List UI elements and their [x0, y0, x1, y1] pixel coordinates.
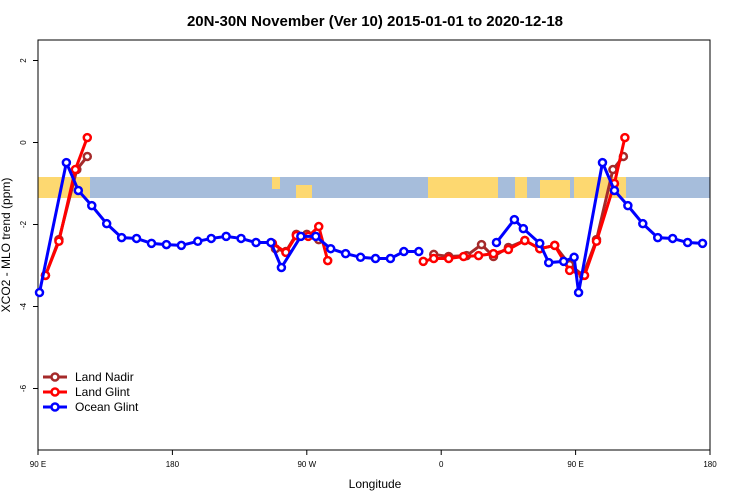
data-point	[131, 233, 142, 244]
x-tick-label: 0	[439, 460, 444, 469]
data-point	[340, 248, 351, 259]
legend-marker	[50, 372, 60, 382]
data-point	[591, 236, 602, 247]
data-point	[558, 256, 569, 267]
data-point	[370, 253, 381, 264]
data-point	[313, 221, 324, 232]
data-point	[543, 257, 554, 268]
data-point	[322, 255, 333, 266]
data-point	[101, 218, 112, 229]
data-point	[518, 223, 529, 234]
data-point	[638, 218, 648, 229]
data-point	[236, 233, 246, 244]
data-point	[325, 243, 336, 254]
data-point	[418, 256, 429, 267]
data-point	[503, 244, 514, 255]
data-point	[34, 287, 45, 298]
data-point	[569, 252, 579, 263]
data-point	[251, 237, 261, 248]
data-point	[488, 248, 499, 259]
data-point	[520, 235, 530, 246]
data-point	[535, 238, 545, 249]
data-point	[623, 200, 633, 211]
legend-marker	[50, 387, 60, 397]
data-point	[82, 151, 93, 162]
data-point	[193, 236, 203, 247]
data-point	[549, 240, 560, 251]
chart-title: 20N-30N November (Ver 10) 2015-01-01 to …	[187, 13, 563, 30]
legend-label: Land Nadir	[75, 370, 134, 384]
land-patch	[515, 177, 527, 198]
y-tick-label: -6	[19, 384, 28, 392]
data-point	[206, 233, 216, 244]
data-point	[476, 239, 487, 250]
land-patch	[428, 177, 498, 198]
data-point	[311, 231, 321, 242]
x-axis-label: Longitude	[349, 477, 402, 491]
x-tick-label: 180	[166, 460, 180, 469]
data-point	[70, 164, 81, 175]
data-point	[221, 231, 231, 242]
data-point	[428, 253, 439, 264]
legend-label: Ocean Glint	[75, 400, 139, 414]
data-point	[667, 233, 678, 244]
data-point	[87, 200, 97, 211]
data-point	[597, 157, 608, 168]
data-point	[385, 253, 396, 264]
land-patch	[272, 177, 280, 189]
data-point	[491, 237, 502, 248]
data-point	[161, 239, 172, 250]
legend-label: Land Glint	[75, 385, 130, 399]
land-patch	[296, 185, 312, 198]
y-tick-label: -2	[19, 220, 28, 228]
land-patch	[540, 180, 570, 198]
x-tick-label: 90 E	[567, 460, 583, 469]
data-point	[73, 185, 84, 196]
data-point	[61, 157, 72, 168]
data-point	[509, 214, 520, 225]
data-point	[473, 250, 484, 261]
data-point	[458, 251, 469, 262]
data-point	[573, 287, 584, 298]
x-tick-label: 90 E	[30, 460, 46, 469]
data-point	[355, 252, 366, 263]
data-point	[620, 132, 630, 143]
data-point	[443, 253, 454, 264]
y-tick-label: 0	[19, 140, 28, 145]
data-point	[399, 246, 409, 257]
y-tick-label: 2	[19, 58, 28, 63]
data-point	[652, 232, 663, 243]
data-point	[276, 262, 287, 273]
y-axis-label: XCO2 - MLO trend (ppm)	[0, 178, 13, 313]
data-point	[82, 132, 93, 143]
data-point	[697, 238, 708, 249]
data-point	[609, 185, 620, 196]
legend-marker	[50, 402, 60, 412]
data-point	[564, 265, 575, 276]
data-point	[146, 238, 157, 249]
data-point	[296, 231, 306, 242]
data-point	[266, 237, 276, 248]
y-tick-label: -4	[19, 302, 28, 310]
data-point	[682, 237, 693, 248]
x-tick-label: 90 W	[297, 460, 316, 469]
data-point	[608, 164, 618, 175]
data-point	[414, 246, 424, 257]
x-tick-label: 180	[703, 460, 717, 469]
plot-frame	[37, 39, 711, 451]
data-point	[54, 236, 64, 247]
data-point	[116, 232, 127, 243]
data-point	[176, 240, 187, 251]
